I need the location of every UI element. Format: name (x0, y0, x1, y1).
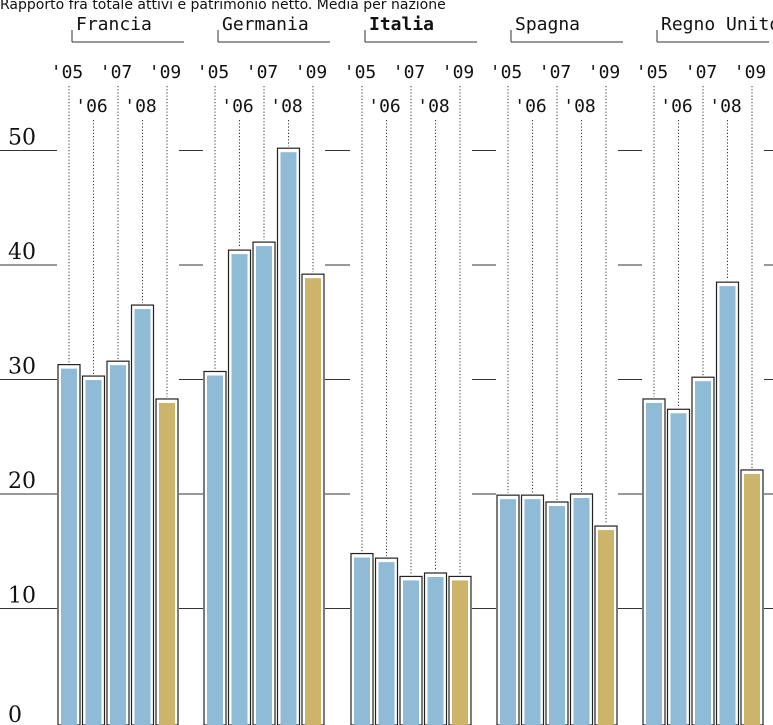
year-label: '08 (709, 96, 742, 117)
year-label: '05 (344, 62, 377, 83)
y-tick-label: 0 (8, 703, 22, 725)
bar-fill (134, 309, 151, 725)
bar-fill (354, 557, 370, 725)
country-label: Germania (222, 14, 309, 35)
year-label: '09 (295, 62, 328, 83)
y-tick-label: 20 (8, 469, 36, 494)
bar-fill (744, 473, 760, 725)
country-label: Spagna (515, 14, 580, 35)
year-label: '09 (588, 62, 621, 83)
bar-fill (646, 402, 662, 725)
year-label: '06 (660, 96, 693, 117)
bar-fill (207, 375, 223, 725)
country-label: Italia (369, 14, 434, 35)
year-label: '07 (246, 62, 279, 83)
bar-fill (427, 577, 444, 725)
bar-fill (452, 580, 468, 725)
bar-fill (670, 413, 687, 725)
bar-fill (231, 254, 248, 725)
bar-fill (110, 365, 126, 725)
year-label: '07 (539, 62, 572, 83)
bar-fill (598, 530, 614, 725)
y-tick-label: 50 (8, 126, 36, 151)
year-label: '07 (100, 62, 133, 83)
y-axis: 0 10 20 30 40 50 (8, 126, 36, 725)
bar-fill (695, 381, 711, 725)
bars (57, 147, 764, 725)
y-tick-label: 30 (8, 355, 36, 380)
bar-fill (61, 368, 77, 725)
chart-subtitle: Rapporto fra totale attivi e patrimonio … (0, 0, 446, 13)
country-label: Regno Unito (661, 14, 773, 35)
bar-fill (280, 152, 297, 725)
year-label: '05 (197, 62, 230, 83)
bar-fill (305, 278, 321, 725)
bar-fill (403, 580, 419, 725)
year-label: '08 (124, 96, 157, 117)
year-label: '09 (734, 62, 767, 83)
country-label: Francia (76, 14, 152, 35)
y-tick-label: 10 (8, 584, 36, 609)
year-label: '05 (51, 62, 84, 83)
bar-fill (573, 498, 590, 725)
year-label: '06 (368, 96, 401, 117)
year-label: '06 (221, 96, 254, 117)
year-label: '05 (636, 62, 669, 83)
bar-fill (378, 562, 395, 725)
year-label: '05 (490, 62, 523, 83)
year-label: '09 (149, 62, 182, 83)
country-headers: Francia '05 '06 '07 '08 '09 Germania '05 '06 '07 '… (51, 14, 773, 117)
year-label: '08 (417, 96, 450, 117)
year-label: '07 (393, 62, 426, 83)
bar-fill (500, 499, 516, 725)
year-label: '07 (685, 62, 718, 83)
year-label: '06 (514, 96, 547, 117)
year-label: '08 (270, 96, 303, 117)
bar-fill (719, 286, 736, 725)
year-label: '09 (442, 62, 475, 83)
bar-fill (159, 402, 175, 725)
bar-fill (85, 380, 102, 725)
bar-fill (549, 506, 565, 725)
bar-fill (524, 499, 541, 725)
y-tick-label: 40 (8, 240, 36, 265)
year-label: '08 (563, 96, 596, 117)
bar-fill (256, 246, 272, 725)
year-label: '06 (75, 96, 108, 117)
